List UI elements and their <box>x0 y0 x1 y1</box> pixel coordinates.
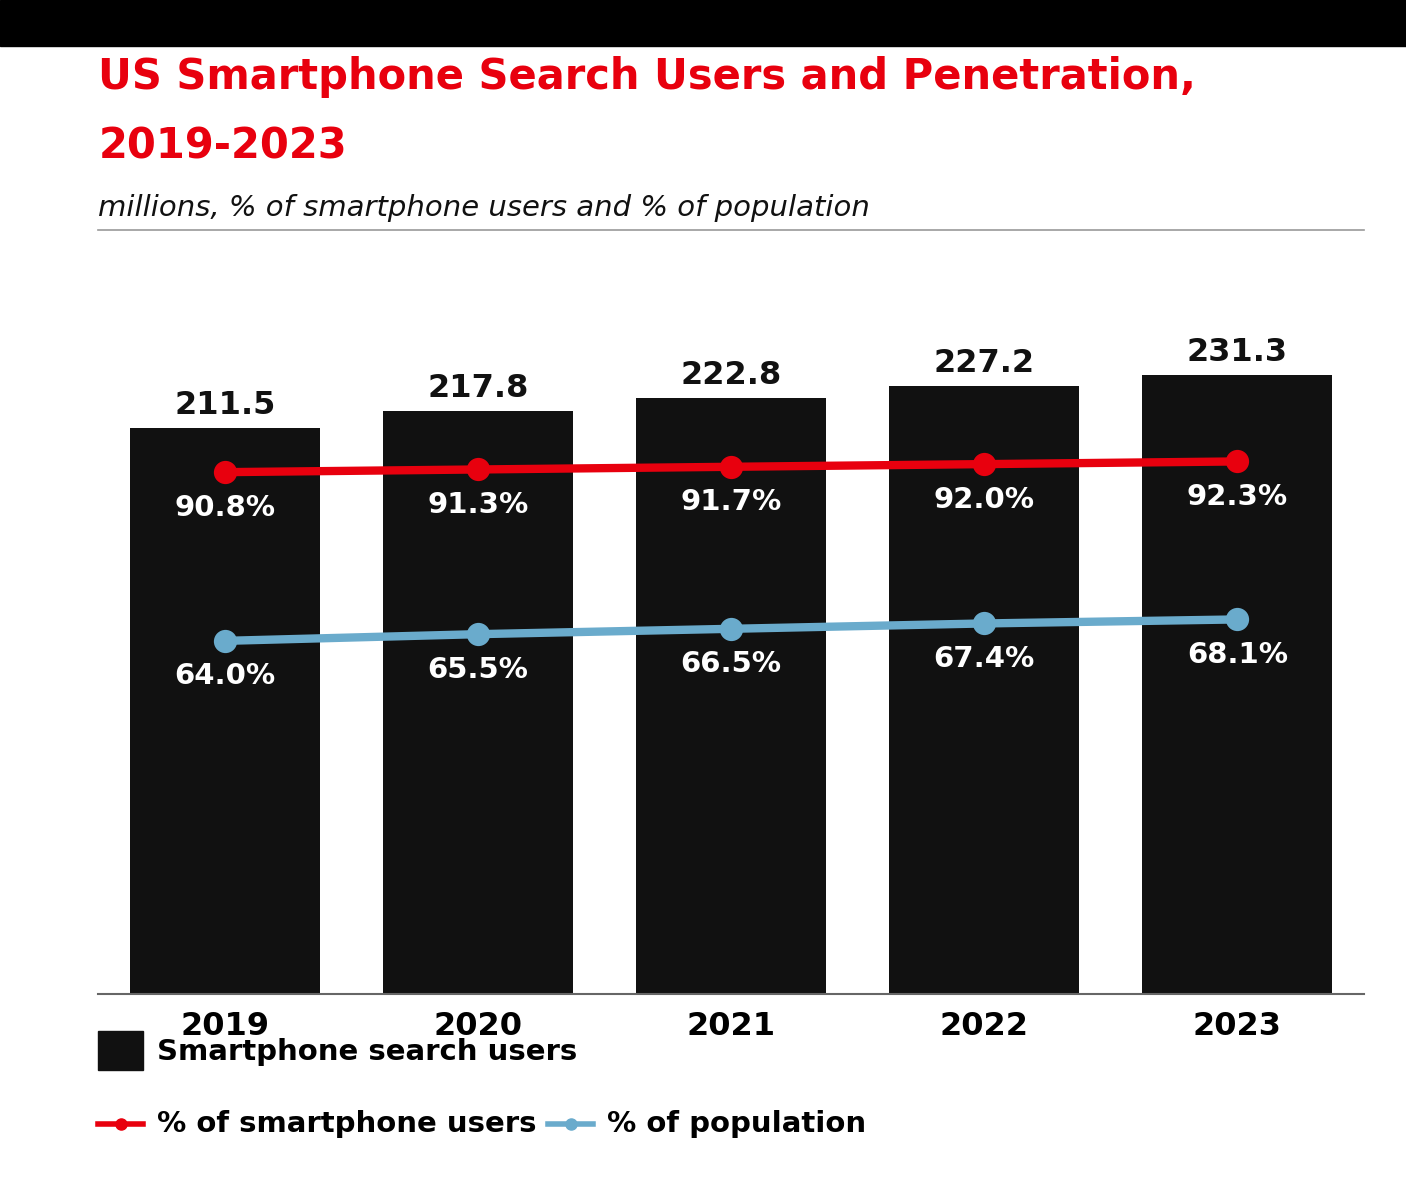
Text: Smartphone search users: Smartphone search users <box>157 1037 578 1066</box>
Text: 64.0%: 64.0% <box>174 662 276 690</box>
Text: 67.4%: 67.4% <box>934 645 1035 673</box>
Point <box>1226 452 1249 471</box>
Point <box>720 458 742 477</box>
Bar <box>1142 375 1333 994</box>
Text: 222.8: 222.8 <box>681 361 782 391</box>
Text: % of population: % of population <box>607 1109 866 1138</box>
Point <box>467 460 489 479</box>
Text: US Smartphone Search Users and Penetration,: US Smartphone Search Users and Penetrati… <box>98 56 1197 98</box>
Text: 92.3%: 92.3% <box>1187 483 1288 510</box>
Text: 2019-2023: 2019-2023 <box>98 126 347 168</box>
Point <box>214 631 236 651</box>
Text: % of smartphone users: % of smartphone users <box>157 1109 537 1138</box>
Text: 231.3: 231.3 <box>1187 338 1288 368</box>
Text: 68.1%: 68.1% <box>1187 641 1288 668</box>
Point <box>1226 610 1249 629</box>
Text: 91.3%: 91.3% <box>427 491 529 519</box>
Text: 227.2: 227.2 <box>934 349 1035 380</box>
Text: 91.7%: 91.7% <box>681 489 782 516</box>
Bar <box>889 386 1080 994</box>
Point <box>973 613 995 633</box>
Text: millions, % of smartphone users and % of population: millions, % of smartphone users and % of… <box>98 194 870 222</box>
Point <box>214 462 236 482</box>
Text: 90.8%: 90.8% <box>174 494 276 521</box>
Text: 92.0%: 92.0% <box>934 485 1035 514</box>
Point <box>467 624 489 643</box>
Point <box>973 454 995 473</box>
Text: 217.8: 217.8 <box>427 374 529 405</box>
Bar <box>382 411 574 994</box>
Point <box>720 619 742 639</box>
Bar <box>131 428 321 994</box>
Bar <box>637 398 827 994</box>
Text: 66.5%: 66.5% <box>681 651 782 678</box>
Text: 65.5%: 65.5% <box>427 655 529 684</box>
Text: 211.5: 211.5 <box>174 391 276 422</box>
